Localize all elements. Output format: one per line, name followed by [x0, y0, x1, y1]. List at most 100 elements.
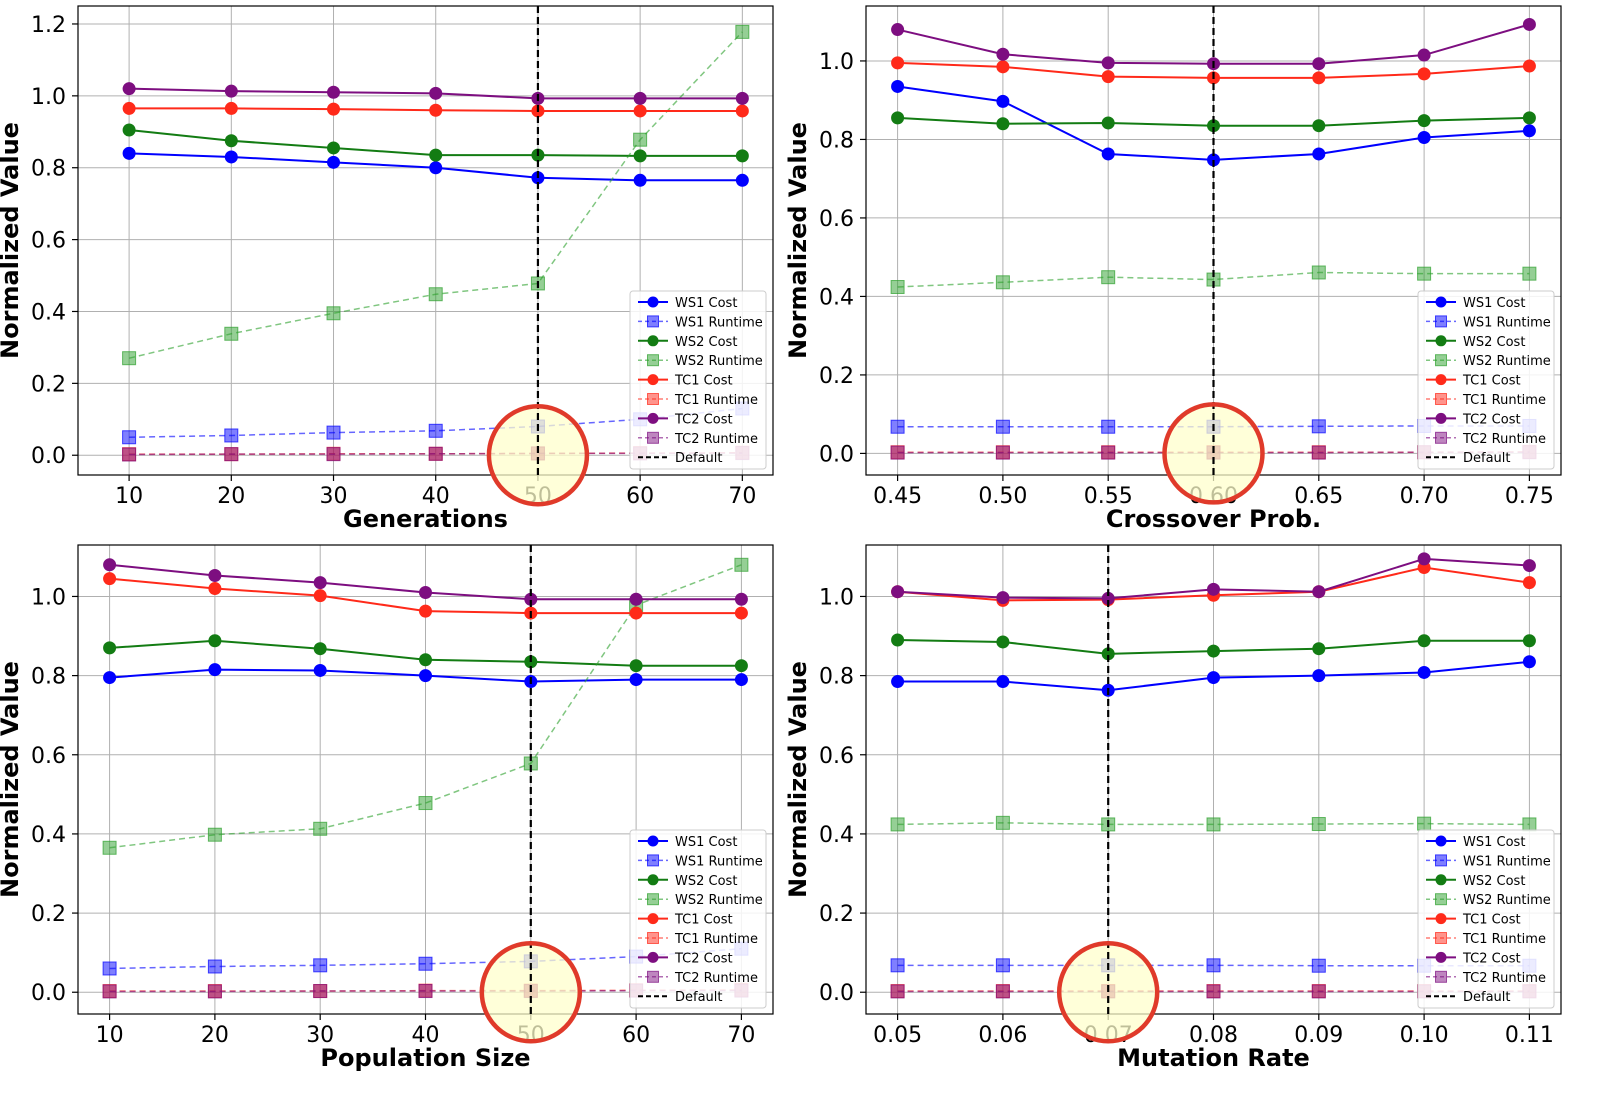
legend-item-ws2-cost: WS2 Cost [638, 335, 737, 350]
x-axis-label: Crossover Prob. [1106, 505, 1321, 533]
x-axis-label: Mutation Rate [1117, 1044, 1310, 1072]
legend-swatch-marker [1435, 431, 1447, 444]
data-point-ws1-cost [1522, 124, 1536, 138]
legend-item-tc2-runtime: TC2 Runtime [638, 970, 758, 986]
legend-label: TC2 Cost [1462, 412, 1521, 427]
legend-swatch-marker [1435, 354, 1447, 367]
legend-label: TC2 Runtime [674, 971, 758, 986]
data-point-ws2-cost [735, 149, 749, 163]
data-point-tc2-cost [891, 23, 905, 37]
data-point-ws1-runtime [1206, 958, 1221, 973]
series-ws1-cost [122, 146, 749, 187]
legend-swatch-marker [647, 335, 659, 347]
data-point-ws2-runtime [890, 280, 905, 295]
data-point-tc2-cost [996, 591, 1010, 605]
legend-label: WS1 Runtime [675, 854, 763, 869]
x-tick-label: 0.09 [1294, 1023, 1343, 1048]
y-tick-label: 1.0 [31, 85, 66, 110]
data-point-ws2-runtime [1311, 817, 1326, 832]
legend-item-tc2-cost: TC2 Cost [638, 951, 733, 966]
data-point-ws2-cost [891, 111, 905, 125]
series-ws2-runtime [890, 815, 1537, 832]
legend-item-ws2-runtime: WS2 Runtime [1426, 893, 1551, 908]
data-point-ws1-cost [633, 173, 647, 187]
legend-item-tc2-cost: TC2 Cost [1426, 951, 1521, 966]
data-point-ws2-cost [629, 659, 643, 673]
legend-item-tc1-runtime: TC1 Runtime [1426, 932, 1546, 947]
y-tick-label: 0.0 [819, 442, 854, 467]
data-point-tc2-cost [1312, 57, 1326, 71]
x-tick-label: 70 [728, 484, 756, 509]
legend-swatch-marker [1435, 854, 1447, 867]
legend-label: TC1 Runtime [674, 393, 758, 408]
series-ws2-runtime [122, 24, 750, 366]
y-tick-label: 1.0 [819, 50, 854, 75]
data-point-ws2-runtime [1101, 270, 1116, 285]
data-point-ws2-runtime [207, 827, 222, 842]
data-point-ws2-cost [1101, 647, 1115, 661]
series-tc2-cost [122, 82, 749, 105]
data-point-ws1-cost [1207, 671, 1220, 685]
data-point-ws1-cost [208, 663, 222, 677]
data-point-ws1-runtime [122, 430, 137, 445]
series-tc1-cost [891, 56, 1536, 85]
legend-box [629, 290, 767, 470]
legend-swatch-marker [647, 854, 659, 867]
data-point-tc1-cost [996, 60, 1010, 74]
legend-item-tc2-cost: TC2 Cost [638, 412, 733, 427]
legend-item-tc1-cost: TC1 Cost [1426, 913, 1521, 928]
data-point-ws1-runtime [313, 958, 328, 973]
data-point-tc2-runtime [1101, 445, 1116, 460]
data-point-tc2-cost [633, 91, 647, 105]
legend-item-ws2-cost: WS2 Cost [638, 874, 737, 889]
x-tick-label: 0.05 [873, 1023, 922, 1048]
data-point-tc1-cost [633, 104, 647, 118]
data-point-ws2-runtime [1417, 266, 1432, 281]
series-ws2-cost [103, 634, 748, 673]
data-point-ws2-cost [1522, 634, 1536, 648]
data-point-tc1-cost [429, 103, 443, 117]
data-point-tc1-cost [1417, 67, 1431, 81]
data-point-ws1-cost [734, 673, 748, 687]
data-point-ws1-runtime [207, 959, 222, 974]
chart-panel-3: 102030405060700.00.20.40.60.81.0Populati… [0, 544, 774, 1072]
data-point-ws2-runtime [1311, 265, 1326, 280]
x-axis-label: Population Size [320, 1044, 530, 1072]
legend-label: WS1 Cost [675, 835, 737, 850]
data-point-tc2-cost [1522, 559, 1536, 573]
legend-label: TC2 Runtime [674, 432, 758, 447]
data-point-ws1-cost [419, 669, 432, 683]
data-point-tc1-cost [1312, 71, 1326, 85]
y-tick-label: 0.2 [31, 902, 66, 927]
data-point-tc2-cost [1417, 552, 1431, 566]
legend-label: TC1 Runtime [1462, 393, 1546, 408]
data-point-ws2-cost [103, 641, 117, 655]
data-point-tc2-cost [996, 47, 1010, 61]
x-tick-label: 70 [727, 1023, 755, 1048]
data-point-tc2-cost [629, 592, 643, 606]
data-point-tc2-runtime [890, 984, 905, 999]
x-tick-label: 0.55 [1084, 484, 1133, 509]
data-point-ws2-cost [1417, 114, 1431, 128]
data-point-tc2-cost [1522, 17, 1536, 31]
y-tick-label: 0.8 [819, 128, 854, 153]
y-tick-label: 0.6 [31, 229, 66, 254]
legend-swatch-marker [647, 913, 659, 925]
data-point-tc2-runtime [428, 446, 443, 461]
legend-item-tc2-runtime: TC2 Runtime [1426, 970, 1546, 986]
y-tick-label: 0.0 [31, 444, 66, 469]
series-ws1-cost [891, 655, 1536, 697]
x-tick-label: 30 [320, 484, 348, 509]
data-point-ws1-runtime [890, 958, 905, 973]
x-tick-label: 30 [306, 1023, 334, 1048]
x-tick-label: 60 [626, 484, 654, 509]
data-point-tc2-cost [208, 568, 222, 582]
legend-swatch-marker [1435, 874, 1447, 886]
data-point-ws1-runtime [1101, 419, 1116, 434]
legend-item-default: Default [638, 990, 723, 1005]
legend-item-ws2-runtime: WS2 Runtime [638, 893, 763, 908]
data-point-ws2-runtime [633, 132, 648, 147]
x-tick-label: 20 [217, 484, 245, 509]
default-highlight-fill [481, 943, 580, 1042]
data-point-tc2-cost [735, 91, 749, 105]
